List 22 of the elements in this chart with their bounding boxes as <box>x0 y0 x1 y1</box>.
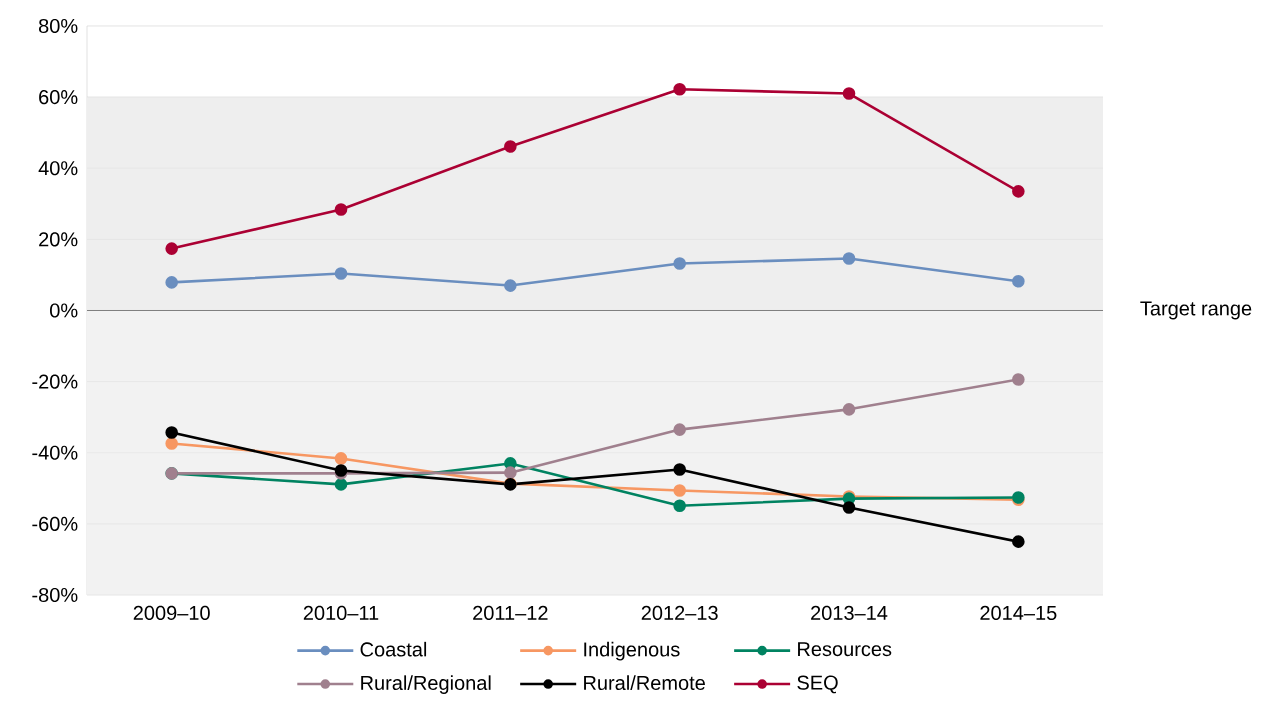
y-tick-label: 0% <box>50 303 78 318</box>
ref-line-label: Target range <box>1140 301 1252 320</box>
legend-label: Resources <box>798 642 892 657</box>
y-tick-label: -40% <box>32 445 78 460</box>
x-tick-label: 2011–12 <box>473 605 548 621</box>
y-tick-label: 80% <box>38 18 78 34</box>
y-tick-label: 60% <box>39 90 78 105</box>
legend-label: Rural/Remote <box>584 675 705 691</box>
y-tick-label: 40% <box>38 161 78 176</box>
x-tick-label: 2010–11 <box>303 605 379 621</box>
x-tick-label: 2012–13 <box>641 605 718 621</box>
legend-label: Rural/Regional <box>361 675 491 694</box>
legend-label: SEQ <box>797 675 838 694</box>
y-tick-label: -20% <box>32 374 78 389</box>
x-tick-label: 2013–14 <box>811 605 888 621</box>
legend-label: Indigenous <box>584 641 680 661</box>
x-tick-label: 2014–15 <box>980 605 1057 621</box>
y-tick-label: 20% <box>39 232 78 247</box>
y-tick-label: -80% <box>32 587 78 603</box>
legend-label: Coastal <box>360 641 427 657</box>
y-tick-label: -60% <box>32 516 78 531</box>
x-tick-label: 2009–10 <box>133 605 210 621</box>
